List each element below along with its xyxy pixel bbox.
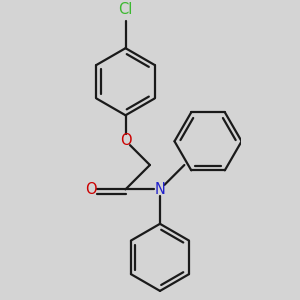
Text: O: O xyxy=(120,133,131,148)
Text: Cl: Cl xyxy=(118,2,133,17)
Text: O: O xyxy=(85,182,97,197)
Text: N: N xyxy=(154,182,165,197)
